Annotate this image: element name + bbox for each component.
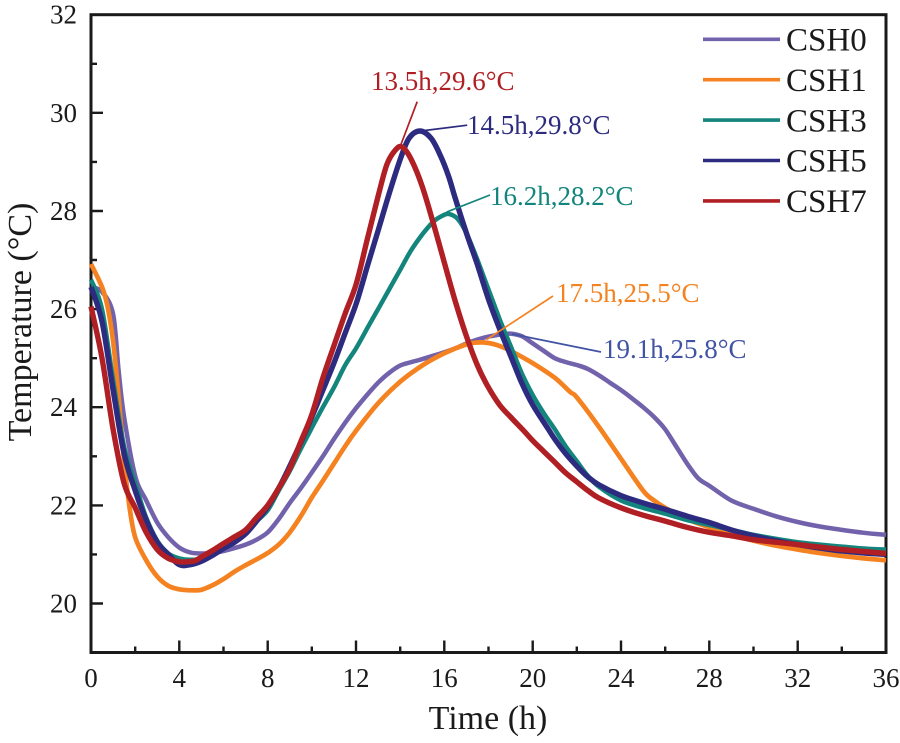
- svg-text:CSH1: CSH1: [786, 63, 867, 99]
- svg-text:16.2h,28.2°C: 16.2h,28.2°C: [490, 181, 634, 211]
- svg-text:32: 32: [50, 0, 77, 30]
- svg-text:19.1h,25.8°C: 19.1h,25.8°C: [603, 334, 747, 364]
- svg-text:CSH3: CSH3: [786, 103, 867, 139]
- svg-text:12: 12: [343, 663, 370, 693]
- svg-text:28: 28: [696, 663, 723, 693]
- svg-text:24: 24: [50, 392, 78, 422]
- svg-text:22: 22: [50, 490, 77, 520]
- svg-text:26: 26: [50, 294, 77, 324]
- svg-text:13.5h,29.6°C: 13.5h,29.6°C: [371, 66, 515, 96]
- svg-text:Temperature (°C): Temperature (°C): [2, 203, 39, 442]
- svg-text:CSH7: CSH7: [786, 184, 867, 220]
- svg-text:16: 16: [431, 663, 458, 693]
- svg-text:20: 20: [519, 663, 546, 693]
- svg-text:CSH5: CSH5: [786, 144, 867, 180]
- svg-text:14.5h,29.8°C: 14.5h,29.8°C: [467, 110, 611, 140]
- svg-text:Time (h): Time (h): [429, 700, 548, 737]
- svg-text:CSH0: CSH0: [786, 23, 867, 59]
- svg-text:30: 30: [50, 98, 77, 128]
- svg-text:17.5h,25.5°C: 17.5h,25.5°C: [556, 278, 700, 308]
- svg-text:0: 0: [84, 663, 98, 693]
- svg-text:24: 24: [608, 663, 636, 693]
- svg-text:28: 28: [50, 196, 77, 226]
- svg-text:4: 4: [173, 663, 187, 693]
- svg-text:8: 8: [261, 663, 275, 693]
- svg-text:36: 36: [873, 663, 900, 693]
- svg-text:20: 20: [50, 589, 77, 619]
- svg-text:32: 32: [784, 663, 811, 693]
